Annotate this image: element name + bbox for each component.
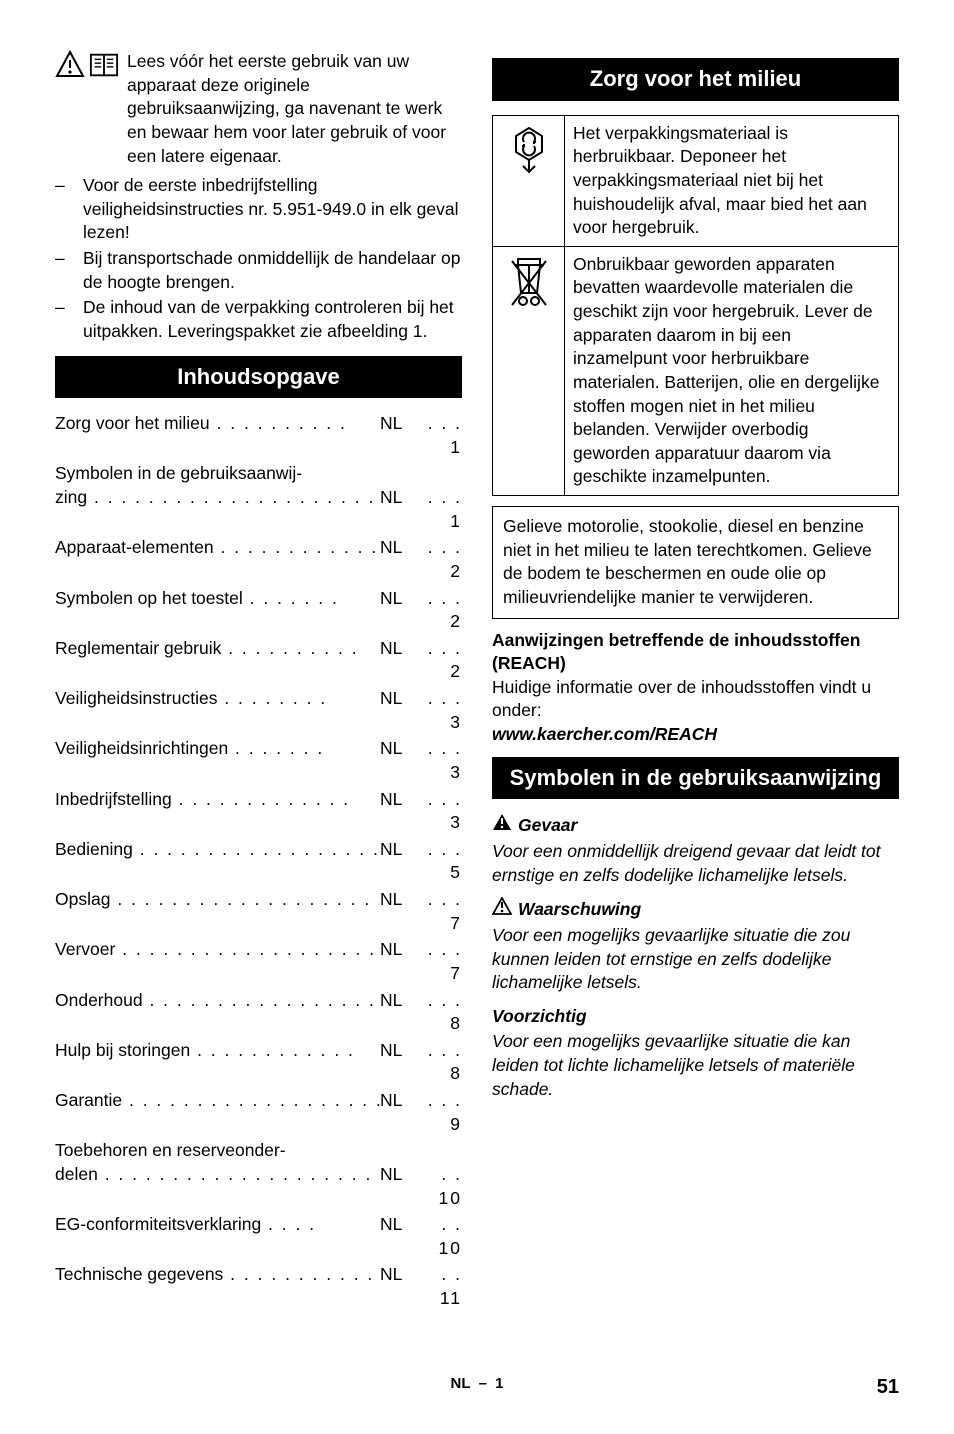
symbol-body: Voor een mogelijks gevaarlijke situatie … — [492, 1030, 899, 1101]
danger-icon — [492, 813, 512, 838]
symbol-title: Waarschuwing — [518, 898, 641, 922]
env-heading: Zorg voor het milieu — [492, 58, 899, 101]
reach-heading: Aanwijzingen betreffende de inhoudsstoff… — [492, 629, 899, 676]
recycle-icon — [493, 115, 565, 246]
toc-row: Reglementair gebruik . . . . . . . . . .… — [55, 637, 462, 684]
footer-sep: – — [479, 1375, 487, 1392]
list-item: –De inhoud van de verpakking controleren… — [55, 296, 462, 343]
toc-row: Garantie . . . . . . . . . . . . . . . .… — [55, 1089, 462, 1136]
symbol-heading: Gevaar — [492, 813, 899, 838]
oil-warning-box: Gelieve motorolie, stookolie, diesel en … — [492, 506, 899, 619]
symbol-heading: Voorzichtig — [492, 1005, 899, 1029]
toc-row: Bediening . . . . . . . . . . . . . . . … — [55, 838, 462, 885]
footer-local-page: 1 — [495, 1375, 503, 1392]
toc-row: Vervoer . . . . . . . . . . . . . . . . … — [55, 938, 462, 985]
toc-row: Veiligheidsinrichtingen . . . . . . .NL.… — [55, 737, 462, 784]
toc-row: Technische gegevens . . . . . . . . . . … — [55, 1263, 462, 1310]
toc-row: Hulp bij storingen . . . . . . . . . . .… — [55, 1039, 462, 1086]
footer-page-number: 51 — [877, 1374, 899, 1401]
reach-body: Huidige informatie over de inhoudsstoffe… — [492, 676, 899, 723]
env-weee-text: Onbruikbaar geworden apparaten bevatten … — [565, 246, 899, 495]
symbol-heading: Waarschuwing — [492, 897, 899, 922]
toc-row: Toebehoren en reserveonder- — [55, 1139, 462, 1163]
intro-bullet-list: –Voor de eerste inbedrijfstelling veilig… — [55, 174, 462, 343]
symbols-heading: Symbolen in de gebruiksaanwijzing — [492, 757, 899, 800]
page-footer: NL – 1 51 — [55, 1374, 899, 1394]
toc-row: Apparaat-elementen . . . . . . . . . . .… — [55, 536, 462, 583]
toc-row: Onderhoud . . . . . . . . . . . . . . . … — [55, 989, 462, 1036]
environment-table: Het verpakkingsmateriaal is herbruikbaar… — [492, 115, 899, 496]
toc-row: Zorg voor het milieu . . . . . . . . . .… — [55, 412, 462, 459]
toc-row: Symbolen op het toestel . . . . . . .NL.… — [55, 587, 462, 634]
caution-icon — [55, 50, 85, 80]
footer-lang: NL — [450, 1375, 470, 1392]
toc-row: Inbedrijfstelling . . . . . . . . . . . … — [55, 788, 462, 835]
reach-url: www.kaercher.com/REACH — [492, 723, 899, 747]
toc-row: Symbolen in de gebruiksaanwij- — [55, 462, 462, 486]
warning-icon — [492, 897, 512, 922]
env-recycle-text: Het verpakkingsmateriaal is herbruikbaar… — [565, 115, 899, 246]
symbol-title: Voorzichtig — [492, 1005, 587, 1029]
list-item: –Bij transportschade onmiddellijk de han… — [55, 247, 462, 294]
instruction-icons — [55, 50, 119, 80]
weee-icon — [493, 246, 565, 495]
toc-heading: Inhoudsopgave — [55, 356, 462, 399]
list-item: –Voor de eerste inbedrijfstelling veilig… — [55, 174, 462, 245]
toc-row: Veiligheidsinstructies . . . . . . . .NL… — [55, 687, 462, 734]
symbol-body: Voor een onmiddellijk dreigend gevaar da… — [492, 840, 899, 887]
intro-text: Lees vóór het eerste gebruik van uw appa… — [127, 50, 462, 168]
table-of-contents: Zorg voor het milieu . . . . . . . . . .… — [55, 412, 462, 1311]
toc-row: delen . . . . . . . . . . . . . . . . . … — [55, 1163, 462, 1210]
toc-row: EG-conformiteitsverklaring . . . .NL. . … — [55, 1213, 462, 1260]
symbol-title: Gevaar — [518, 814, 577, 838]
manual-icon — [89, 50, 119, 80]
symbol-body: Voor een mogelijks gevaarlijke situatie … — [492, 924, 899, 995]
toc-row: zing . . . . . . . . . . . . . . . . . .… — [55, 486, 462, 533]
toc-row: Opslag . . . . . . . . . . . . . . . . .… — [55, 888, 462, 935]
